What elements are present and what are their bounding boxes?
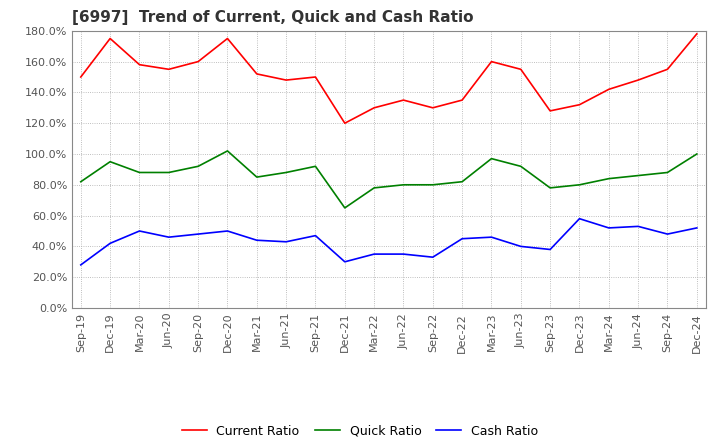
Current Ratio xyxy=(458,97,467,103)
Current Ratio xyxy=(311,74,320,80)
Current Ratio xyxy=(223,36,232,41)
Cash Ratio xyxy=(370,251,379,257)
Line: Current Ratio: Current Ratio xyxy=(81,34,697,123)
Cash Ratio xyxy=(282,239,290,244)
Legend: Current Ratio, Quick Ratio, Cash Ratio: Current Ratio, Quick Ratio, Cash Ratio xyxy=(176,420,544,440)
Cash Ratio xyxy=(693,225,701,231)
Cash Ratio xyxy=(135,228,144,234)
Current Ratio xyxy=(341,121,349,126)
Line: Quick Ratio: Quick Ratio xyxy=(81,151,697,208)
Quick Ratio xyxy=(487,156,496,161)
Cash Ratio xyxy=(399,251,408,257)
Current Ratio xyxy=(194,59,202,64)
Quick Ratio xyxy=(693,151,701,157)
Current Ratio xyxy=(546,108,554,114)
Current Ratio xyxy=(253,71,261,77)
Current Ratio xyxy=(634,77,642,83)
Cash Ratio xyxy=(634,224,642,229)
Current Ratio xyxy=(605,87,613,92)
Current Ratio xyxy=(399,97,408,103)
Cash Ratio xyxy=(106,241,114,246)
Current Ratio xyxy=(575,102,584,107)
Cash Ratio xyxy=(428,254,437,260)
Current Ratio xyxy=(76,74,85,80)
Cash Ratio xyxy=(663,231,672,237)
Current Ratio xyxy=(516,66,525,72)
Quick Ratio xyxy=(76,179,85,184)
Quick Ratio xyxy=(516,164,525,169)
Current Ratio xyxy=(663,66,672,72)
Quick Ratio xyxy=(164,170,173,175)
Current Ratio xyxy=(693,31,701,37)
Line: Cash Ratio: Cash Ratio xyxy=(81,219,697,265)
Cash Ratio xyxy=(487,235,496,240)
Current Ratio xyxy=(135,62,144,67)
Quick Ratio xyxy=(282,170,290,175)
Quick Ratio xyxy=(458,179,467,184)
Cash Ratio xyxy=(223,228,232,234)
Quick Ratio xyxy=(135,170,144,175)
Quick Ratio xyxy=(311,164,320,169)
Quick Ratio xyxy=(605,176,613,181)
Cash Ratio xyxy=(253,238,261,243)
Quick Ratio xyxy=(575,182,584,187)
Quick Ratio xyxy=(253,174,261,180)
Current Ratio xyxy=(106,36,114,41)
Cash Ratio xyxy=(164,235,173,240)
Current Ratio xyxy=(428,105,437,110)
Quick Ratio xyxy=(663,170,672,175)
Quick Ratio xyxy=(546,185,554,191)
Quick Ratio xyxy=(399,182,408,187)
Current Ratio xyxy=(282,77,290,83)
Current Ratio xyxy=(164,66,173,72)
Quick Ratio xyxy=(106,159,114,164)
Cash Ratio xyxy=(516,244,525,249)
Cash Ratio xyxy=(605,225,613,231)
Quick Ratio xyxy=(370,185,379,191)
Cash Ratio xyxy=(546,247,554,252)
Current Ratio xyxy=(487,59,496,64)
Quick Ratio xyxy=(428,182,437,187)
Cash Ratio xyxy=(458,236,467,241)
Cash Ratio xyxy=(341,259,349,264)
Quick Ratio xyxy=(634,173,642,178)
Text: [6997]  Trend of Current, Quick and Cash Ratio: [6997] Trend of Current, Quick and Cash … xyxy=(72,11,474,26)
Cash Ratio xyxy=(575,216,584,221)
Cash Ratio xyxy=(76,262,85,268)
Cash Ratio xyxy=(194,231,202,237)
Current Ratio xyxy=(370,105,379,110)
Quick Ratio xyxy=(194,164,202,169)
Quick Ratio xyxy=(341,205,349,210)
Quick Ratio xyxy=(223,148,232,154)
Cash Ratio xyxy=(311,233,320,238)
